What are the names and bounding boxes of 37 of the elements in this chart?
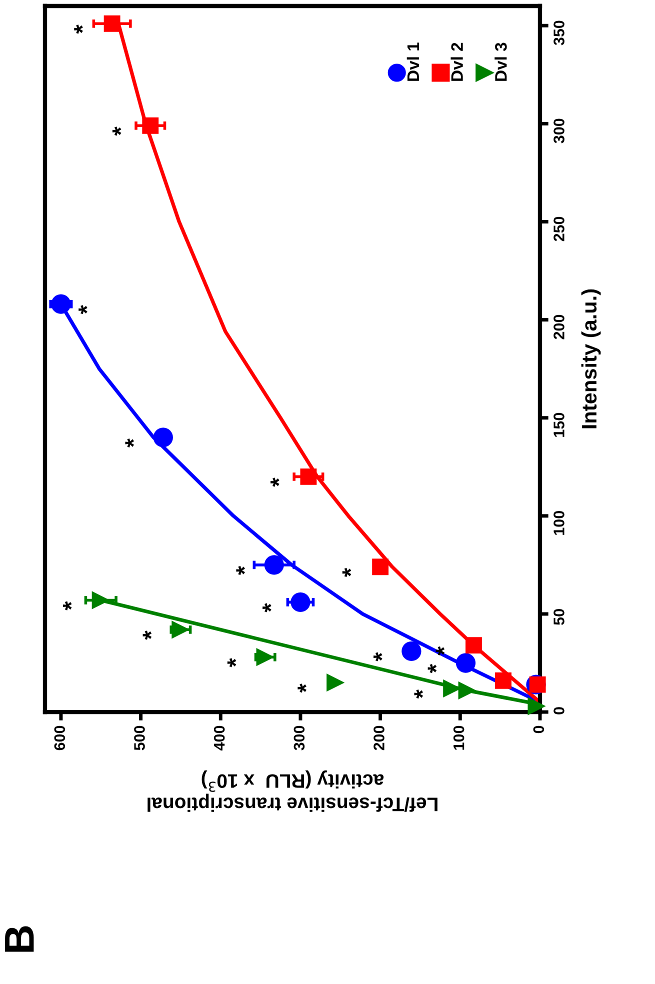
data-label: * (74, 24, 83, 34)
data-label: * (142, 630, 152, 640)
legend-label: Dvl 3 (494, 42, 507, 81)
data-label: * (374, 652, 382, 662)
data-label: * (227, 658, 236, 668)
data-label: * (270, 478, 280, 487)
data-label: * (342, 568, 352, 577)
y-tick-label: 200 (554, 314, 564, 340)
x-tick-label: 0 (533, 726, 544, 734)
y-tick-label: 100 (554, 510, 564, 535)
text: B (5, 926, 34, 952)
y-tick-label: 250 (554, 216, 564, 242)
x-tick-label: 100 (453, 726, 464, 750)
x-tick-label: 600 (54, 726, 66, 750)
data-label: * (236, 566, 245, 576)
data-label: * (112, 126, 122, 136)
data-label: * (62, 601, 72, 610)
y-tick-label: 0 (554, 707, 564, 714)
data-label: * (298, 684, 306, 693)
data-label: * (436, 646, 445, 656)
legend-label: Dvl 2 (450, 42, 463, 81)
x-tick-label: 200 (374, 726, 384, 750)
y-tick-label: 350 (554, 20, 564, 46)
x-axis-title: Lef/Tcf-sensitive transcriptional activity (RLU x 10$^{3}$) (148, 770, 438, 812)
x-tick-label: 300 (294, 726, 305, 750)
y-tick-label: 150 (554, 412, 564, 437)
data-label: * (262, 603, 272, 612)
y-tick-label: 300 (554, 118, 564, 144)
data-label: * (414, 689, 424, 699)
y-axis-title: Intensity (a.u.) (581, 289, 601, 428)
data-label: * (125, 438, 134, 448)
x-tick-label: 400 (214, 726, 225, 750)
x-tick-label: 500 (134, 726, 145, 750)
data-label: * (78, 305, 88, 314)
data-label: * (428, 664, 437, 674)
y-tick-label: 50 (554, 609, 564, 625)
legend-label: Dvl 1 (406, 42, 419, 81)
